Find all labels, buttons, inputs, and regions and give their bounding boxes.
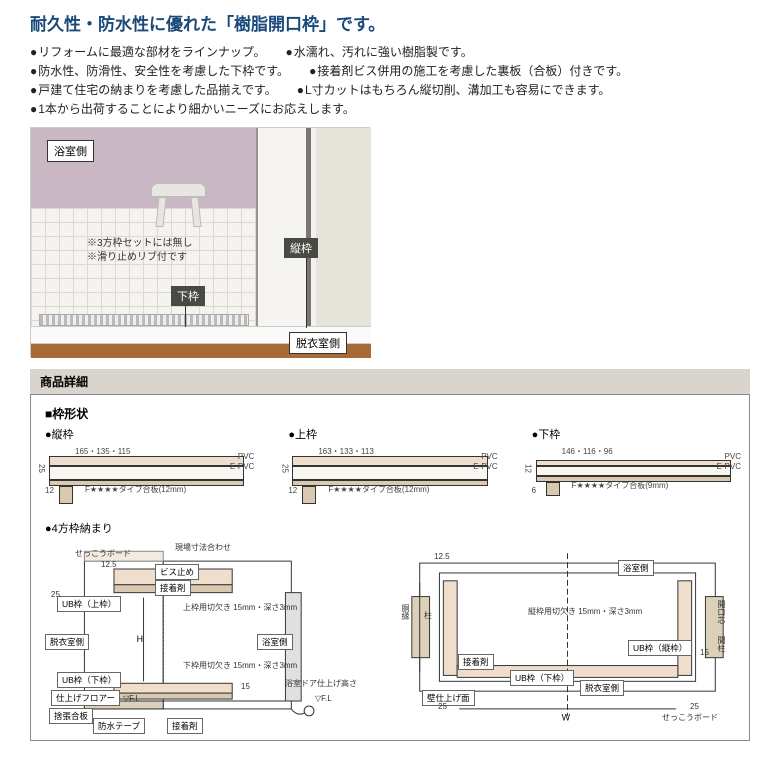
profile-width: 165・135・115 [75, 446, 130, 457]
profile-mat: F★★★★タイプ合板(12mm) [328, 484, 429, 495]
bullet-list: リフォームに最適な部材をラインナップ。 水濡れ、汚れに強い樹脂製です。 防水性、… [30, 43, 750, 117]
profile-mat: PVC [481, 452, 497, 461]
asm-text: ▽F.L [123, 694, 140, 703]
asm-text: せっこうボード [75, 548, 131, 559]
profile-mat: E-PVC [230, 462, 254, 471]
asm-label: UB枠（上枠） [57, 596, 121, 612]
bullet: 防水性、防滑性、安全性を考慮した下枠です。 [30, 62, 289, 79]
asm-text: 下枠用切欠き 15mm・深さ3mm [183, 660, 297, 671]
profile-dim: 12 [45, 486, 54, 495]
profile-vert: 縦枠 165・135・115 PVC E-PVC F★★★★タイプ合板(12mm… [45, 426, 248, 506]
profile-mat: F★★★★タイプ合板(9mm) [572, 480, 669, 491]
asm-label: 脱衣室側 [45, 634, 89, 650]
profile-dim: 12 [524, 464, 533, 473]
asm-text: 上枠用切欠き 15mm・深さ3mm [183, 602, 297, 613]
detail-box: ■枠形状 縦枠 165・135・115 PVC E-PVC F★★★★タイプ合板… [30, 394, 750, 741]
hero-label-dress: 脱衣室側 [289, 332, 347, 354]
profile-dim: 6 [532, 486, 536, 495]
assembly-title: 4方枠納まり [45, 520, 735, 536]
svg-text:W: W [562, 713, 571, 723]
profile-top: 上枠 163・133・113 PVC E-PVC F★★★★タイプ合板(12mm… [288, 426, 491, 506]
assembly-row: H 現場寸法合わせ せっこうボード 12.5 ビス止め 接着剤 25 UB枠（上… [45, 542, 735, 730]
profile-mat: PVC [238, 452, 254, 461]
profile-dim: 25 [37, 464, 46, 473]
headline: 耐久性・防水性に優れた「樹脂開口枠」です。 [30, 10, 750, 35]
asm-dim: 12.5 [101, 560, 117, 569]
hero-label-bath: 浴室側 [47, 140, 94, 162]
profile-name: 上枠 [288, 426, 491, 442]
asm-dim: 25 [438, 702, 447, 711]
asm-label: UB枠（下枠） [57, 672, 121, 688]
asm-label: 壁仕上げ面 [422, 690, 475, 706]
hero-note: ※滑り止めリブ付です [87, 248, 187, 263]
asm-label: 防水テープ [93, 718, 145, 734]
bullet: 戸建て住宅の納まりを考慮した品揃えです。 [30, 81, 277, 98]
asm-text: 縦枠用切欠き 15mm・深さ3mm [528, 606, 642, 617]
asm-label: 浴室側 [257, 634, 293, 650]
profile-dim: 12 [288, 486, 297, 495]
profile-name: 縦枠 [45, 426, 248, 442]
profile-mat: E-PVC [717, 462, 741, 471]
asm-text: 現場寸法合わせ [175, 542, 231, 553]
profile-sill: 下枠 146・116・96 PVC E-PVC F★★★★タイプ合板(9mm) … [532, 426, 735, 506]
profiles-row: 縦枠 165・135・115 PVC E-PVC F★★★★タイプ合板(12mm… [45, 426, 735, 506]
bullet: リフォームに最適な部材をラインナップ。 [30, 43, 266, 60]
asm-label: 捨張合板 [49, 708, 93, 724]
hero-illustration: 浴室側 縦枠 下枠 脱衣室側 ※3方枠セットには無し ※滑り止めリブ付です [30, 127, 370, 357]
hero-label-sill-frame: 下枠 [171, 286, 205, 306]
asm-text: せっこうボード [662, 712, 718, 723]
asm-dim: 15 [700, 648, 709, 657]
asm-text: 胴縁 [400, 604, 411, 620]
asm-label: UB枠（縦枠） [628, 640, 692, 656]
asm-dim: 15 [241, 682, 250, 691]
bullet: 水濡れ、汚れに強い樹脂製です。 [286, 43, 473, 60]
profile-mat: PVC [725, 452, 741, 461]
asm-label: 接着剤 [458, 654, 494, 670]
hero-note: ※3方枠セットには無し [87, 234, 193, 249]
hero-label-vert-frame: 縦枠 [284, 238, 318, 258]
assembly-plan-view: W 浴室側 12.5 胴縁 柱 縦枠用切欠き 15mm・深さ3mm UB枠（縦枠… [400, 542, 735, 730]
asm-label: 仕上げフロアー [51, 690, 120, 706]
asm-label: UB枠（下枠） [510, 670, 574, 686]
assembly-section-view: H 現場寸法合わせ せっこうボード 12.5 ビス止め 接着剤 25 UB枠（上… [45, 542, 380, 730]
bullet: L寸カットはもちろん縦切削、溝加工も容易にできます。 [297, 81, 611, 98]
profile-name: 下枠 [532, 426, 735, 442]
asm-label: 浴室側 [618, 560, 654, 576]
asm-label: 接着剤 [167, 718, 203, 734]
asm-dim: 12.5 [434, 552, 450, 561]
asm-dim: 25 [690, 702, 699, 711]
asm-label: 脱衣室側 [580, 680, 624, 696]
bullet: 接着剤ビス併用の施工を考慮した裏板（合板）付きです。 [309, 62, 628, 79]
profile-width: 146・116・96 [562, 446, 613, 457]
asm-text: 柱 [424, 610, 432, 621]
asm-label: 接着剤 [155, 580, 191, 596]
detail-header: 商品詳細 [30, 369, 750, 394]
dim-h: H [137, 634, 143, 644]
asm-text: 開口芯 [716, 600, 727, 624]
profile-width: 163・133・113 [318, 446, 373, 457]
asm-text: 間柱 [716, 636, 727, 652]
shape-title: ■枠形状 [45, 405, 735, 422]
asm-label: ビス止め [155, 564, 199, 580]
profile-mat: F★★★★タイプ合板(12mm) [85, 484, 186, 495]
asm-text: ▽F.L [315, 694, 332, 703]
bullet: 1本から出荷することにより細かいニーズにお応えします。 [30, 100, 355, 117]
profile-mat: E-PVC [473, 462, 497, 471]
asm-text: 浴室ドア仕上げ高さ [285, 678, 357, 689]
profile-dim: 25 [280, 464, 289, 473]
